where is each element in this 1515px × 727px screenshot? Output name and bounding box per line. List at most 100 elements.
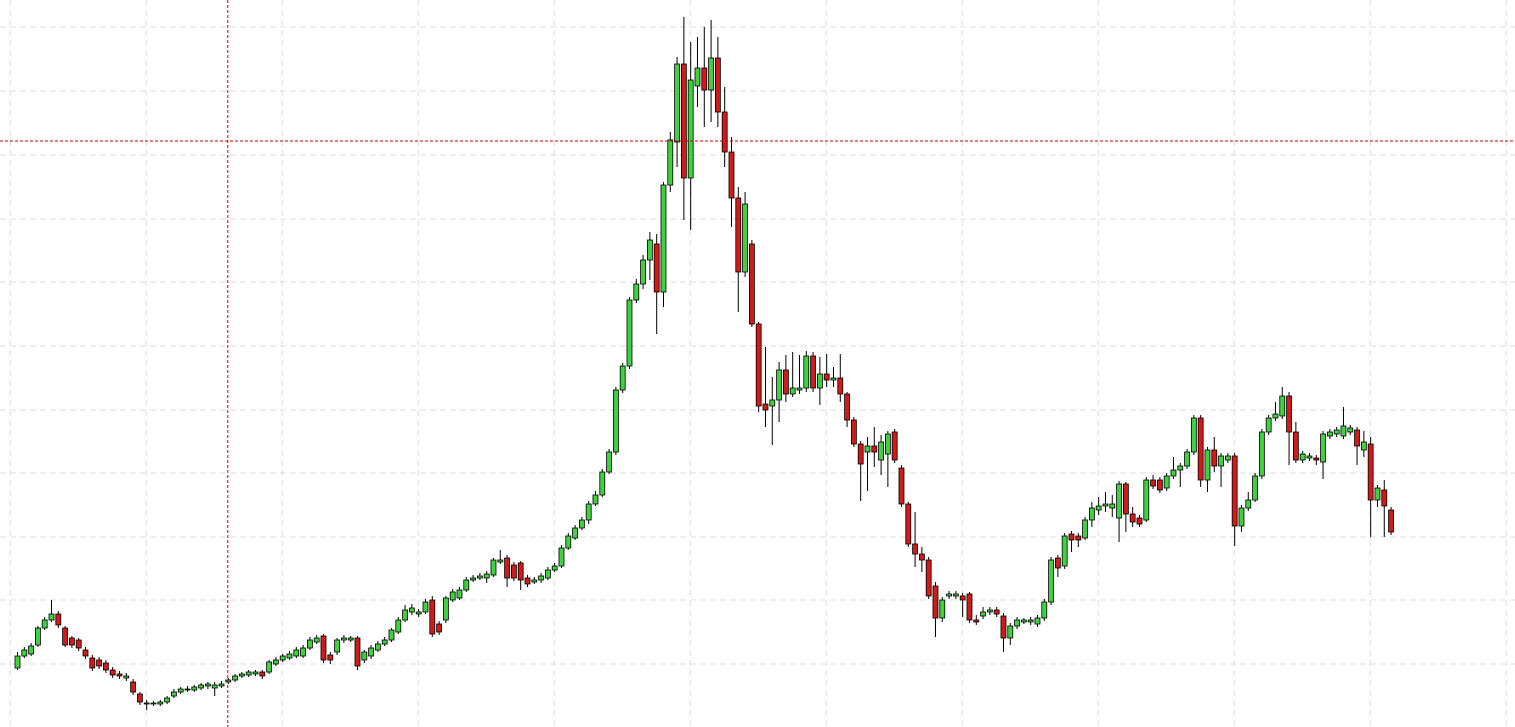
- candle-body: [347, 637, 354, 641]
- candle-body: [1258, 431, 1265, 477]
- candle-body: [714, 57, 721, 113]
- candle-body: [334, 639, 340, 653]
- candle-body: [415, 611, 422, 615]
- candle-body: [1136, 517, 1143, 525]
- candle-body: [429, 599, 436, 635]
- candle-body: [272, 659, 279, 665]
- candle-body: [667, 139, 674, 186]
- candle-body: [1102, 503, 1109, 507]
- candle-body: [646, 239, 653, 261]
- candle-body: [89, 657, 96, 669]
- candle-body: [1333, 429, 1340, 435]
- candle-body: [1313, 457, 1320, 461]
- candle-body: [776, 369, 782, 401]
- candle-body: [572, 527, 578, 539]
- candle-body: [816, 373, 823, 389]
- candle-body: [701, 67, 708, 91]
- candle-body: [884, 433, 891, 455]
- candle-body: [891, 431, 898, 461]
- candle-body: [871, 445, 878, 453]
- candle-body: [436, 623, 442, 633]
- candle-body: [68, 637, 75, 646]
- candle-body: [109, 669, 116, 676]
- candle-body: [878, 441, 884, 461]
- candle-body: [143, 702, 150, 705]
- candle-body: [748, 243, 755, 325]
- candle-body: [170, 691, 177, 697]
- candle-body: [1014, 619, 1020, 627]
- candle-body: [62, 627, 68, 646]
- candle-body: [1190, 417, 1197, 453]
- candle-body: [612, 389, 619, 453]
- candle-body: [449, 591, 456, 601]
- candle-body: [388, 629, 395, 641]
- candle-body: [1204, 449, 1211, 481]
- candle-body: [633, 283, 640, 301]
- candle-body: [75, 639, 82, 649]
- candle-body: [293, 649, 300, 657]
- candle-body: [619, 365, 626, 391]
- candle-body: [1211, 449, 1218, 467]
- candle-body: [1197, 417, 1204, 481]
- candle-body: [1109, 503, 1116, 509]
- candle-body: [986, 609, 993, 613]
- candle-body: [1184, 451, 1190, 467]
- candle-body: [1122, 483, 1129, 515]
- candle-body: [123, 675, 130, 679]
- candle-body: [912, 543, 918, 555]
- candle-body: [606, 451, 612, 473]
- candle-body: [898, 467, 905, 505]
- candle-body: [266, 661, 272, 673]
- candle-body: [1286, 395, 1292, 433]
- candle-body: [585, 503, 592, 521]
- candle-body: [483, 573, 490, 579]
- candle-body: [1156, 479, 1163, 491]
- candle-body: [211, 684, 218, 689]
- candle-body: [966, 593, 973, 621]
- candle-body: [1129, 513, 1136, 523]
- candle-body: [735, 197, 742, 273]
- candle-body: [538, 575, 544, 581]
- candle-body: [592, 494, 599, 505]
- candle-body: [973, 619, 980, 623]
- candle-body: [408, 607, 415, 613]
- candle-body: [1068, 533, 1075, 541]
- candle-body: [1367, 443, 1374, 501]
- candle-body: [191, 686, 198, 691]
- candle-body: [116, 673, 123, 677]
- candle-body: [470, 577, 476, 581]
- candle-body: [96, 659, 102, 667]
- candle-body: [177, 688, 184, 693]
- candle-body: [1360, 441, 1367, 451]
- candle-body: [803, 355, 810, 389]
- candle-body: [48, 613, 55, 621]
- candle-body: [952, 593, 959, 597]
- candle-body: [157, 701, 164, 705]
- candle-body: [497, 559, 504, 563]
- candle-body: [1048, 559, 1054, 603]
- candle-body: [1041, 601, 1048, 619]
- candle-body: [932, 585, 939, 619]
- candle-body: [1292, 431, 1299, 461]
- candle-body: [1075, 535, 1082, 541]
- candle-body: [1143, 479, 1150, 521]
- candle-body: [238, 673, 245, 677]
- candle-body: [510, 564, 517, 579]
- candle-body: [204, 683, 211, 687]
- candle-body: [1116, 483, 1122, 519]
- candle-body: [14, 655, 21, 669]
- candle-body: [34, 627, 41, 646]
- candle-body: [381, 639, 388, 645]
- candle-body: [551, 565, 558, 571]
- candle-body: [504, 557, 510, 579]
- candle-body: [939, 599, 946, 619]
- candle-body: [640, 259, 646, 285]
- candle-body: [680, 63, 687, 179]
- candle-body: [1224, 455, 1231, 461]
- candle-body: [796, 387, 803, 391]
- candle-body: [1388, 509, 1394, 533]
- candle-body: [1299, 453, 1306, 461]
- candle-body: [41, 619, 48, 629]
